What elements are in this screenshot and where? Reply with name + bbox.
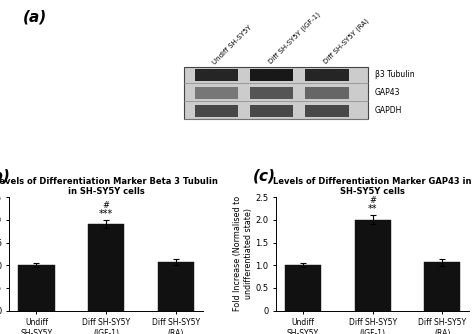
Bar: [250, 105, 293, 117]
Title: Levels of Differentiation Marker GAP43 in
SH-SY5Y cells: Levels of Differentiation Marker GAP43 i…: [273, 177, 472, 196]
Bar: [305, 68, 348, 81]
Bar: [250, 68, 293, 81]
Bar: [285, 265, 321, 311]
Bar: [250, 87, 293, 99]
Text: ***: ***: [99, 209, 113, 219]
Bar: [194, 87, 238, 99]
Text: GAPDH: GAPDH: [375, 107, 402, 116]
Text: Undiff SH-SY5Y: Undiff SH-SY5Y: [212, 24, 253, 65]
Text: Diff SH-SY5Y (IGF-1): Diff SH-SY5Y (IGF-1): [267, 11, 321, 65]
Bar: [194, 105, 238, 117]
Bar: [424, 263, 460, 311]
Bar: [194, 68, 238, 81]
Text: **: **: [368, 204, 377, 214]
Text: (b): (b): [0, 169, 10, 184]
Text: (a): (a): [23, 9, 47, 24]
Bar: [184, 66, 368, 119]
Bar: [88, 224, 124, 311]
Text: (c): (c): [252, 169, 275, 184]
Y-axis label: Fold Increase (Normalised to
undifferentiated state): Fold Increase (Normalised to undifferent…: [233, 196, 253, 312]
Title: Levels of Differentiation Marker Beta 3 Tubulin
in SH-SY5Y cells: Levels of Differentiation Marker Beta 3 …: [0, 177, 218, 196]
Bar: [355, 220, 391, 311]
Bar: [18, 265, 55, 311]
Text: Diff SH-SY5Y (RA): Diff SH-SY5Y (RA): [322, 18, 370, 65]
Text: #: #: [102, 201, 109, 210]
Text: GAP43: GAP43: [375, 88, 401, 97]
Bar: [305, 105, 348, 117]
Text: β3 Tubulin: β3 Tubulin: [375, 70, 415, 79]
Text: #: #: [369, 196, 376, 205]
Bar: [305, 87, 348, 99]
Bar: [158, 262, 194, 311]
